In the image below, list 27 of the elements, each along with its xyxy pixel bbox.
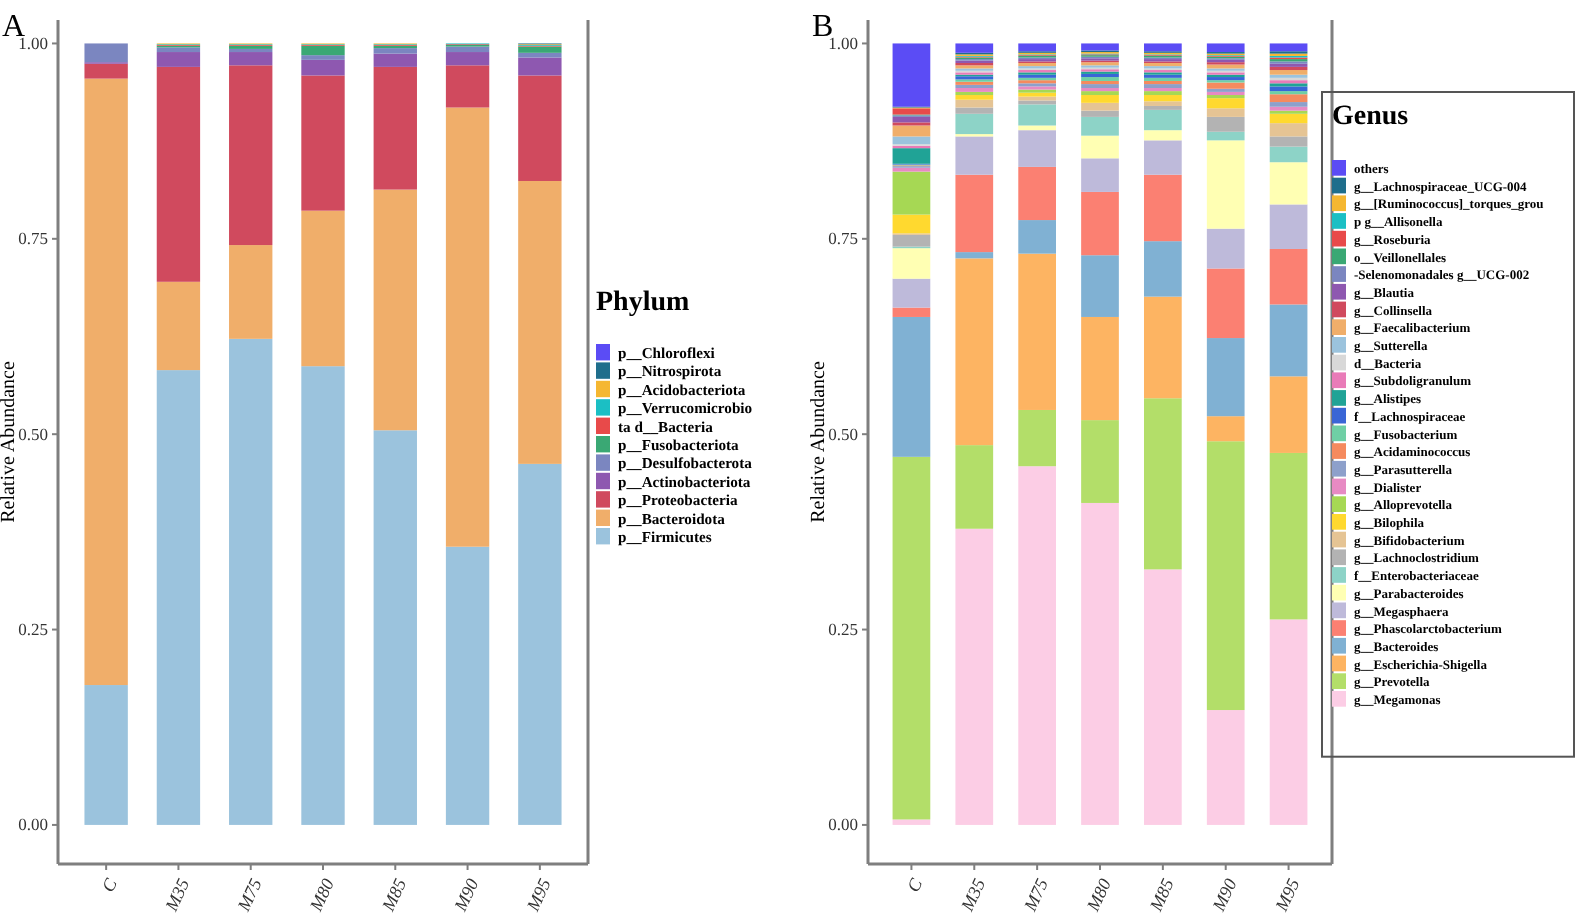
legend-title: Phylum: [596, 288, 691, 318]
y-tick-label: 0.00: [18, 814, 48, 835]
x-tick-label: C: [903, 873, 928, 896]
x-tick-label: M90: [1207, 874, 1241, 916]
y-tick-label: 0.75: [18, 228, 48, 249]
x-tick-label: M75: [1019, 874, 1053, 916]
x-tick-label: M35: [956, 874, 990, 916]
x-tick-label: M75: [232, 874, 266, 916]
x-tick-label: M95: [1270, 874, 1304, 916]
y-tick-label: 0.25: [18, 619, 48, 639]
y-tick-label: 0.50: [828, 423, 858, 444]
x-tick-label: M85: [377, 874, 411, 916]
y-tick-label: 0.50: [18, 423, 48, 444]
x-tick-label: M80: [304, 874, 339, 916]
y-axis-title: Relative Abundance: [0, 360, 20, 523]
y-axis-title: Relative Abundance: [808, 360, 830, 523]
x-tick-label: M95: [521, 874, 556, 916]
x-tick-label: C: [97, 873, 122, 896]
x-tick-label: M90: [449, 874, 483, 916]
y-tick-label: 0.25: [828, 619, 858, 639]
x-tick-label: M80: [1081, 874, 1116, 916]
x-tick-label: M35: [160, 874, 194, 916]
legend-title: Genus: [1332, 102, 1410, 132]
y-tick-label: 0.00: [828, 814, 858, 835]
x-tick-label: M85: [1144, 874, 1179, 916]
y-tick-label: 0.75: [828, 228, 858, 249]
y-tick-label: 1.00: [828, 32, 858, 53]
